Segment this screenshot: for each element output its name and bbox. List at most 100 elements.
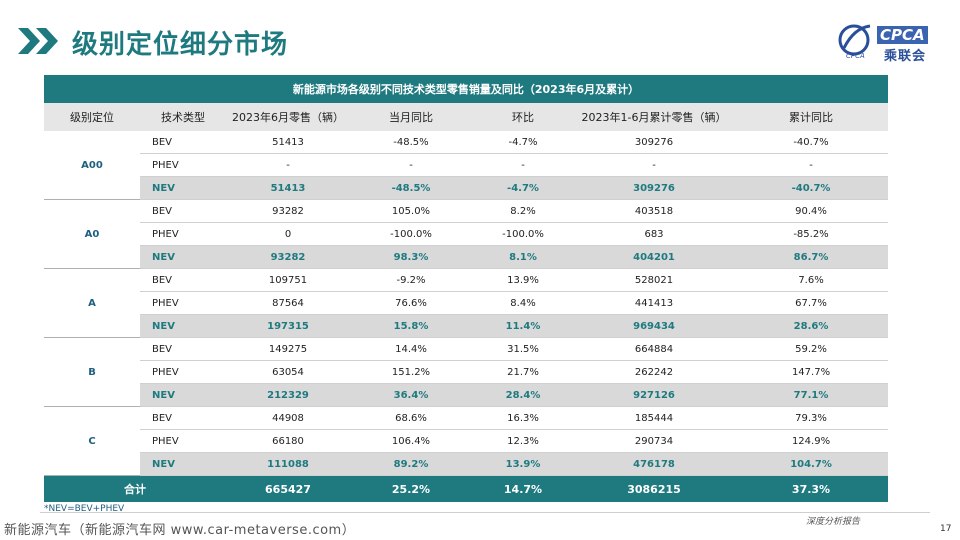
level-cell: A <box>44 268 140 338</box>
total-ytd_yoy-cell: 37.3% <box>734 475 889 502</box>
header-level: 级别定位 <box>44 103 140 131</box>
ytd_yoy-cell: 86.7% <box>734 245 889 269</box>
level-cell: A0 <box>44 199 140 269</box>
mom-cell: 13.9% <box>472 268 574 292</box>
jun-cell: 51413 <box>226 176 350 200</box>
total-label: 合计 <box>44 475 226 502</box>
total-yoy-cell: 25.2% <box>350 475 472 502</box>
table-row: PHEV 63054 151.2% 21.7% 262242 147.7% <box>44 360 889 384</box>
ytd-cell: 528021 <box>574 268 734 292</box>
ytd_yoy-cell: -85.2% <box>734 222 889 246</box>
ytd_yoy-cell: - <box>734 153 889 177</box>
table-row: PHEV 66180 106.4% 12.3% 290734 124.9% <box>44 429 889 453</box>
ytd_yoy-cell: 77.1% <box>734 383 889 407</box>
table-row: A0 BEV 93282 105.0% 8.2% 403518 90.4% <box>44 199 889 269</box>
report-tag: 深度分析报告 <box>806 517 861 527</box>
jun-cell: 51413 <box>226 131 350 154</box>
level-cell: A00 <box>44 131 140 200</box>
ytd-cell: 309276 <box>574 176 734 200</box>
table-row: A BEV 109751 -9.2% 13.9% 528021 7.6% <box>44 268 889 338</box>
ytd-cell: 404201 <box>574 245 734 269</box>
ytd_yoy-cell: 59.2% <box>734 337 889 361</box>
source-watermark: 新能源汽车（新能源汽车网 www.car-metaverse.com） <box>4 523 356 538</box>
jun-cell: 149275 <box>226 337 350 361</box>
tech-cell: NEV <box>140 176 226 200</box>
ytd-cell: 683 <box>574 222 734 246</box>
tech-cell: NEV <box>140 383 226 407</box>
sales-table-container: 新能源市场各级别不同技术类型零售销量及同比（2023年6月及累计） 级别定位 技… <box>44 75 889 502</box>
tech-cell: NEV <box>140 245 226 269</box>
total-row: 合计 665427 25.2% 14.7% 3086215 37.3% <box>44 475 889 502</box>
tech-cell: PHEV <box>140 360 226 384</box>
yoy-cell: 151.2% <box>350 360 472 384</box>
table-row: NEV 51413 -48.5% -4.7% 309276 -40.7% <box>44 176 889 200</box>
jun-cell: 109751 <box>226 268 350 292</box>
yoy-cell: -48.5% <box>350 131 472 154</box>
logo-subtitle: 乘联会 <box>884 49 927 64</box>
table-row: PHEV - - - - - <box>44 153 889 177</box>
chevron-right-icon <box>18 28 58 54</box>
page-title: 级别定位细分市场 <box>72 30 289 60</box>
tech-cell: BEV <box>140 406 226 430</box>
yoy-cell: 76.6% <box>350 291 472 315</box>
mom-cell: -100.0% <box>472 222 574 246</box>
yoy-cell: 98.3% <box>350 245 472 269</box>
logo-name: CPCA <box>877 26 928 44</box>
table-row: NEV 212329 36.4% 28.4% 927126 77.1% <box>44 383 889 407</box>
table-row: B BEV 149275 14.4% 31.5% 664884 59.2% <box>44 337 889 407</box>
ytd-cell: 476178 <box>574 452 734 476</box>
ytd_yoy-cell: -40.7% <box>734 131 889 154</box>
total-ytd-cell: 3086215 <box>574 475 734 502</box>
tech-cell: PHEV <box>140 429 226 453</box>
header-ytd-yoy: 累计同比 <box>734 103 889 131</box>
ytd-cell: 403518 <box>574 199 734 223</box>
yoy-cell: 68.6% <box>350 406 472 430</box>
yoy-cell: -48.5% <box>350 176 472 200</box>
ytd-cell: 927126 <box>574 383 734 407</box>
page-number: 17 <box>940 524 952 534</box>
ytd-cell: 290734 <box>574 429 734 453</box>
tech-cell: NEV <box>140 314 226 338</box>
jun-cell: 66180 <box>226 429 350 453</box>
ytd_yoy-cell: 67.7% <box>734 291 889 315</box>
yoy-cell: 14.4% <box>350 337 472 361</box>
total-jun-cell: 665427 <box>226 475 350 502</box>
table-caption: 新能源市场各级别不同技术类型零售销量及同比（2023年6月及累计） <box>44 75 889 103</box>
jun-cell: 212329 <box>226 383 350 407</box>
ytd-cell: 664884 <box>574 337 734 361</box>
table-row: PHEV 87564 76.6% 8.4% 441413 67.7% <box>44 291 889 315</box>
logo-small-text: CPCA <box>846 52 865 60</box>
ytd-cell: 262242 <box>574 360 734 384</box>
mom-cell: 8.4% <box>472 291 574 315</box>
tech-cell: PHEV <box>140 153 226 177</box>
header-june-sales: 2023年6月零售（辆） <box>226 103 350 131</box>
ytd_yoy-cell: 90.4% <box>734 199 889 223</box>
table-row: NEV 111088 89.2% 13.9% 476178 104.7% <box>44 452 889 476</box>
table-header-row: 级别定位 技术类型 2023年6月零售（辆） 当月同比 环比 2023年1-6月… <box>44 103 889 131</box>
tech-cell: BEV <box>140 131 226 154</box>
jun-cell: 93282 <box>226 245 350 269</box>
level-cell: B <box>44 337 140 407</box>
header-yoy: 当月同比 <box>350 103 472 131</box>
mom-cell: 13.9% <box>472 452 574 476</box>
ytd_yoy-cell: 28.6% <box>734 314 889 338</box>
table-row: A00 BEV 51413 -48.5% -4.7% 309276 -40.7% <box>44 131 889 200</box>
mom-cell: 21.7% <box>472 360 574 384</box>
ytd-cell: 185444 <box>574 406 734 430</box>
mom-cell: 28.4% <box>472 383 574 407</box>
bottom-divider <box>40 512 930 513</box>
ytd_yoy-cell: 7.6% <box>734 268 889 292</box>
jun-cell: 111088 <box>226 452 350 476</box>
footnote: *NEV=BEV+PHEV <box>44 504 125 514</box>
header-mom: 环比 <box>472 103 574 131</box>
yoy-cell: -9.2% <box>350 268 472 292</box>
ytd_yoy-cell: 104.7% <box>734 452 889 476</box>
mom-cell: 16.3% <box>472 406 574 430</box>
yoy-cell: 15.8% <box>350 314 472 338</box>
mom-cell: 8.1% <box>472 245 574 269</box>
jun-cell: 93282 <box>226 199 350 223</box>
jun-cell: 87564 <box>226 291 350 315</box>
table-row: NEV 93282 98.3% 8.1% 404201 86.7% <box>44 245 889 269</box>
sales-table: 新能源市场各级别不同技术类型零售销量及同比（2023年6月及累计） 级别定位 技… <box>44 75 889 502</box>
tech-cell: BEV <box>140 268 226 292</box>
